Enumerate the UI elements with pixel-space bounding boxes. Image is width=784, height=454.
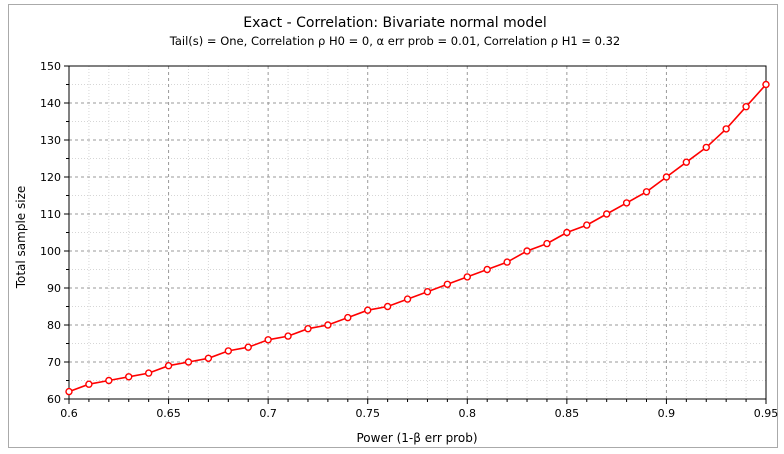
series-line: [68, 83, 767, 393]
y-tick-label: 100: [40, 245, 61, 258]
data-point: [244, 343, 252, 351]
data-point: [383, 302, 392, 311]
data-point: [702, 143, 710, 152]
x-tick-label: 0.95: [754, 407, 779, 420]
data-point: [304, 325, 312, 333]
y-tick-label: 130: [40, 134, 61, 147]
data-point: [642, 188, 651, 196]
data-point: [563, 228, 571, 237]
y-tick-label: 110: [40, 208, 61, 221]
data-point: [284, 332, 292, 340]
data-point: [662, 173, 671, 181]
y-tick-label: 60: [47, 393, 61, 406]
data-point: [762, 80, 770, 89]
data-point: [364, 306, 372, 314]
data-point: [622, 199, 631, 207]
data-point: [443, 280, 452, 288]
data-point: [543, 239, 551, 248]
data-point: [423, 288, 432, 296]
data-point: [483, 265, 491, 274]
data-point: [722, 125, 730, 133]
data-point: [65, 387, 73, 396]
x-tick-label: 0.9: [658, 407, 676, 420]
x-tick-label: 0.7: [259, 407, 277, 420]
data-point: [324, 321, 332, 329]
y-tick-label: 150: [40, 60, 61, 73]
data-point: [523, 247, 531, 255]
x-tick-label: 0.75: [355, 407, 380, 420]
data-point: [184, 358, 193, 366]
data-point: [224, 347, 233, 355]
y-tick-label: 120: [40, 171, 61, 184]
data-point: [742, 102, 750, 111]
data-point: [503, 258, 511, 266]
chart-frame: [8, 4, 778, 448]
data-point: [164, 362, 173, 370]
data-point: [264, 336, 272, 344]
x-tick-label: 0.8: [459, 407, 477, 420]
x-tick-label: 0.85: [555, 407, 580, 420]
y-tick-label: 80: [47, 319, 61, 332]
data-point: [682, 158, 691, 166]
grid-layer: [68, 65, 767, 400]
data-point: [602, 210, 611, 218]
y-axis-label: Total sample size: [14, 186, 28, 290]
x-tick-label: 0.65: [156, 407, 181, 420]
series-layer: [65, 80, 770, 396]
data-point: [463, 273, 471, 281]
y-tick-label: 70: [47, 356, 61, 369]
x-axis-label: Power (1-β err prob): [357, 431, 478, 445]
data-point: [204, 354, 213, 362]
data-point: [105, 376, 113, 385]
chart-subtitle: Tail(s) = One, Correlation ρ H0 = 0, α e…: [169, 34, 621, 48]
data-point: [344, 313, 352, 322]
tick-layer: 0.6 0.65 0.7 0.75 0.8 0.85 0.9 0.95 60 70 80 90 100 1…: [40, 60, 778, 420]
y-tick-label: 90: [47, 282, 61, 295]
y-tick-label: 140: [40, 97, 61, 110]
data-point: [144, 369, 153, 377]
data-point: [403, 295, 412, 303]
chart-title: Exact - Correlation: Bivariate normal mo…: [243, 15, 546, 31]
data-point: [583, 221, 591, 229]
data-point: [85, 380, 93, 388]
data-point: [125, 373, 133, 381]
x-tick-label: 0.6: [60, 407, 78, 420]
